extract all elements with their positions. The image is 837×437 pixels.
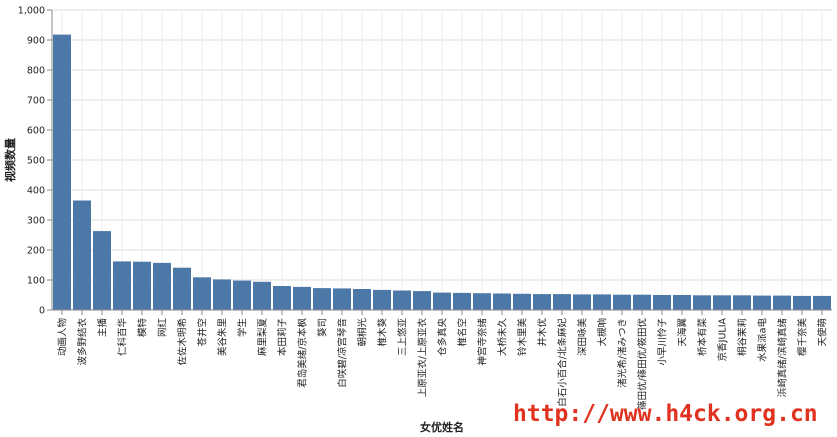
x-axis-title: 女优姓名 <box>420 420 464 434</box>
x-tick-label: 君岛美绪/京本枫 <box>297 318 309 388</box>
watermark-text: http://www.h4ck.org.cn <box>513 401 818 427</box>
x-tick-label: 麻里梨夏 <box>257 318 269 357</box>
bar <box>773 295 791 310</box>
x-tick-label: 三上悠亚 <box>397 318 409 357</box>
x-tick-label: 椎名空 <box>457 318 469 347</box>
bar <box>93 231 111 310</box>
x-tick-label: 大桥未久 <box>497 318 509 357</box>
bar <box>493 293 511 310</box>
bar <box>193 277 211 310</box>
x-tick-label: 模特 <box>137 318 149 338</box>
bar <box>613 294 631 310</box>
bar <box>813 295 831 310</box>
y-tick-label: 100 <box>27 276 45 287</box>
bar <box>413 291 431 310</box>
x-tick-label: 大槻响 <box>597 318 609 347</box>
bar <box>353 289 371 310</box>
y-tick-label: 0 <box>39 306 45 317</box>
x-tick-label: 桥本有菜 <box>697 318 709 357</box>
bar <box>533 294 551 310</box>
y-tick-label: 400 <box>27 186 45 197</box>
y-tick-label: 700 <box>27 96 45 107</box>
x-tick-label: 仓多真央 <box>437 318 449 357</box>
bar <box>713 295 731 310</box>
bar <box>133 261 151 310</box>
x-tick-label: 铃木里美 <box>517 318 529 357</box>
bars <box>53 34 831 310</box>
y-tick-label: 200 <box>27 246 45 257</box>
x-tick-label: 佐佐木明希 <box>177 318 189 366</box>
x-tick-label: 网红 <box>157 318 169 338</box>
bar <box>373 289 391 310</box>
x-tick-label: 渚光希/渚みつき <box>617 318 629 388</box>
x-tick-label: 学生 <box>237 318 249 338</box>
x-tick-label: 仁科百华 <box>117 318 129 357</box>
x-tick-label: 天使萌 <box>817 318 829 347</box>
x-tick-label: 桐谷茉莉 <box>737 318 749 356</box>
bar <box>53 34 71 310</box>
x-tick-label: 美谷朱里 <box>217 318 229 356</box>
x-tick-labels: 动画人物 波多野结衣 主播 仁科百华 模特 网红 佐佐木明希 苍井空 美谷朱里 学生 麻里梨夏 本田莉… <box>57 310 829 410</box>
y-tick-label: 800 <box>27 66 45 77</box>
x-tick-label: 苍井空 <box>197 318 209 347</box>
y-tick-labels: 0 100 200 300 400 500 600 700 800 900 1,000 <box>18 6 52 317</box>
x-tick-label: 葵司 <box>317 318 329 337</box>
x-tick-label: 篠田优/篠田优/筱田优 <box>637 318 649 410</box>
bar <box>693 295 711 310</box>
x-tick-label: 井木优 <box>537 318 549 347</box>
bar <box>233 280 251 310</box>
bar <box>73 200 91 310</box>
bar <box>753 295 771 310</box>
x-tick-label: 天海翼 <box>677 318 689 347</box>
x-tick-label: 白咲碧/凉宫琴音 <box>337 318 349 388</box>
bar <box>573 294 591 310</box>
x-tick-label: 波多野结衣 <box>77 318 89 366</box>
y-axis-title: 视频数量 <box>3 138 17 182</box>
x-tick-label: 朝桐光 <box>357 318 369 347</box>
x-tick-label: 小早川怜子 <box>657 318 669 366</box>
y-tick-label: 600 <box>27 126 45 137</box>
x-tick-label: 神宫寺奈绪 <box>477 318 489 366</box>
x-tick-label: 动画人物 <box>57 318 69 357</box>
bar <box>173 267 191 310</box>
bar <box>453 292 471 310</box>
bar <box>733 295 751 310</box>
bar <box>793 295 811 310</box>
bar <box>153 262 171 310</box>
x-tick-label: 主播 <box>97 318 109 338</box>
x-tick-label: 浜崎真绪/滨崎真绪 <box>777 318 789 398</box>
bar <box>433 292 451 310</box>
bar <box>313 288 331 310</box>
bar <box>673 295 691 310</box>
y-tick-label: 1,000 <box>18 6 45 17</box>
bar <box>113 261 131 310</box>
x-tick-label: 椎木葵 <box>377 318 389 347</box>
x-tick-label: 白石小百合/北条麻妃 <box>557 318 569 407</box>
bar <box>273 286 291 310</box>
x-tick-label: 樱千奈美 <box>797 318 809 357</box>
x-tick-label: 上原亚衣/上原亚衣 <box>417 318 429 398</box>
x-tick-label: 水果派a电 <box>757 318 769 362</box>
x-tick-label: 深田咏美 <box>577 318 589 357</box>
bar <box>293 286 311 310</box>
bar <box>633 294 651 310</box>
bar <box>393 290 411 310</box>
y-tick-label: 500 <box>27 156 45 167</box>
x-tick-label: 本田莉子 <box>277 318 289 357</box>
bar <box>653 295 671 310</box>
y-tick-label: 300 <box>27 216 45 227</box>
bar <box>333 288 351 310</box>
bar <box>553 294 571 310</box>
bar <box>253 281 271 310</box>
y-tick-label: 900 <box>27 36 45 47</box>
bar <box>213 279 231 310</box>
bar <box>513 293 531 310</box>
x-tick-label: 京香JULIA <box>717 318 729 362</box>
bar <box>593 294 611 310</box>
bar <box>473 293 491 310</box>
